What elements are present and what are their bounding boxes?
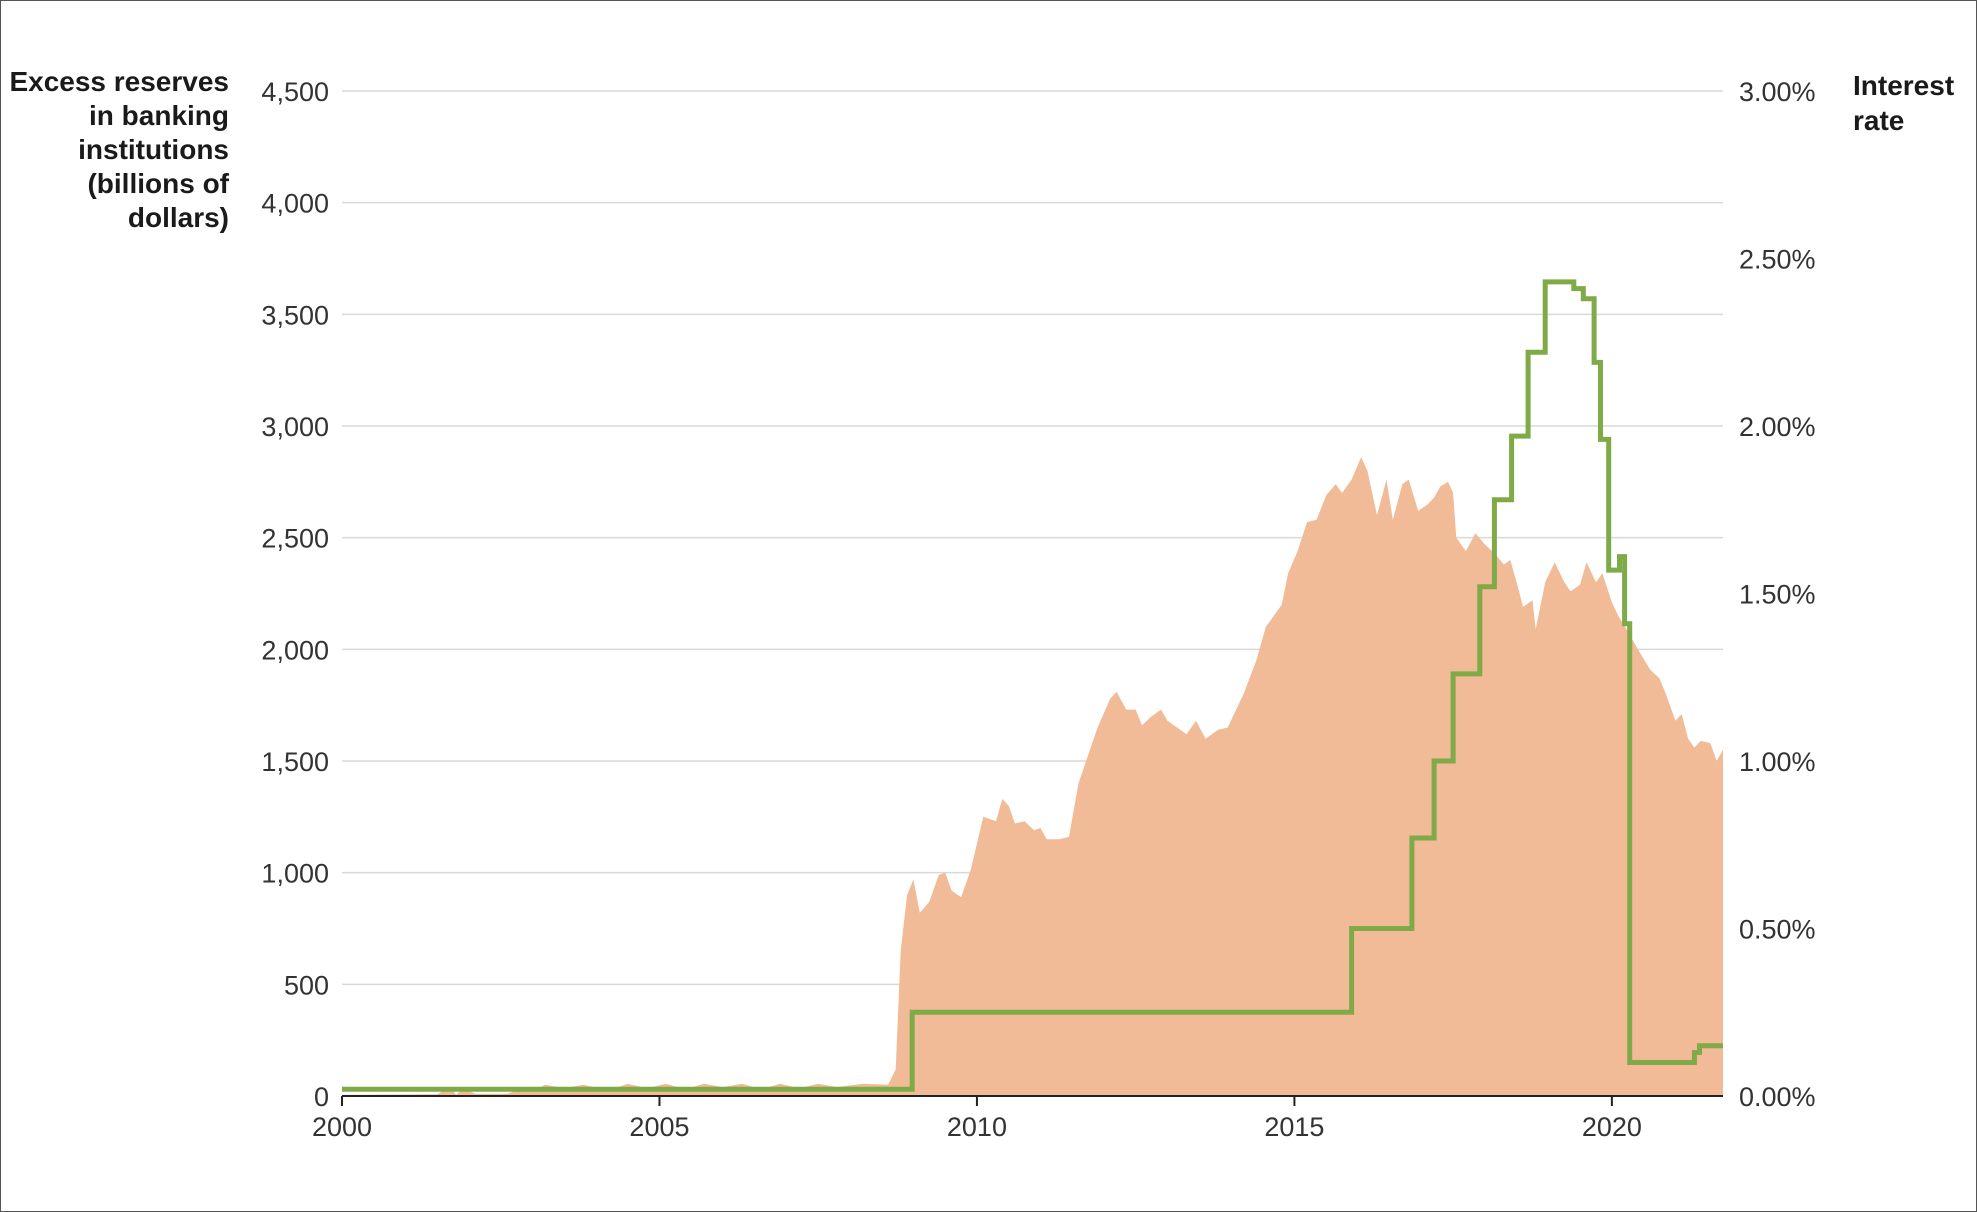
right-tick-label-1: 1.00% bbox=[1739, 747, 1816, 777]
left-tick-label-0: 0 bbox=[314, 1082, 329, 1112]
interest-rate-step-line bbox=[342, 279, 1723, 1092]
x-tick-label-2015: 2015 bbox=[1264, 1112, 1324, 1142]
right-axis-tick-labels: 0.00% 0.50% 1.00% 1.50% 2.00% 2.50% 3.00% bbox=[1739, 77, 1816, 1112]
left-axis-title: Excess reserves in banking institutions (bi… bbox=[9, 66, 229, 233]
left-axis-title-line-3: (billions of bbox=[87, 168, 229, 199]
right-axis-title: Interest rate bbox=[1853, 70, 1954, 136]
right-tick-label-2: 2.00% bbox=[1739, 412, 1816, 442]
left-axis-tick-labels: 0 500 1,000 1,500 2,000 2,500 3,000 3,500 4,000 4… bbox=[261, 77, 329, 1112]
right-axis-title-line-1: rate bbox=[1853, 105, 1904, 136]
left-tick-label-2000: 2,000 bbox=[261, 635, 329, 665]
left-tick-label-1500: 1,500 bbox=[261, 747, 329, 777]
excess-reserves-area bbox=[342, 457, 1723, 1096]
x-axis-tick-labels: 2000 2005 2010 2015 2020 bbox=[312, 1112, 1642, 1142]
interest-rate-line bbox=[342, 279, 1723, 1092]
left-axis-title-line-1: in banking bbox=[89, 100, 229, 131]
right-tick-label-2.5: 2.50% bbox=[1739, 245, 1816, 275]
left-tick-label-1000: 1,000 bbox=[261, 859, 329, 889]
excess-reserves-area-shape bbox=[342, 457, 1723, 1096]
right-tick-label-3: 3.00% bbox=[1739, 77, 1816, 107]
left-tick-label-2500: 2,500 bbox=[261, 524, 329, 554]
right-axis-title-line-0: Interest bbox=[1853, 70, 1954, 101]
gridlines bbox=[342, 90, 1723, 986]
left-axis-title-line-2: institutions bbox=[78, 134, 229, 165]
axes bbox=[341, 1095, 1723, 1106]
left-tick-label-4000: 4,000 bbox=[261, 189, 329, 219]
x-tick-label-2005: 2005 bbox=[629, 1112, 689, 1142]
x-tick-label-2010: 2010 bbox=[947, 1112, 1007, 1142]
left-axis-title-line-0: Excess reserves bbox=[9, 66, 229, 97]
right-tick-label-0: 0.00% bbox=[1739, 1082, 1816, 1112]
left-tick-label-500: 500 bbox=[284, 970, 329, 1000]
x-tick-label-2000: 2000 bbox=[312, 1112, 372, 1142]
right-tick-label-0.5: 0.50% bbox=[1739, 915, 1816, 945]
right-tick-label-1.5: 1.50% bbox=[1739, 580, 1816, 610]
left-tick-label-3500: 3,500 bbox=[261, 300, 329, 330]
left-axis-title-line-4: dollars) bbox=[128, 202, 229, 233]
left-tick-label-4500: 4,500 bbox=[261, 77, 329, 107]
left-tick-label-3000: 3,000 bbox=[261, 412, 329, 442]
x-tick-label-2020: 2020 bbox=[1582, 1112, 1642, 1142]
